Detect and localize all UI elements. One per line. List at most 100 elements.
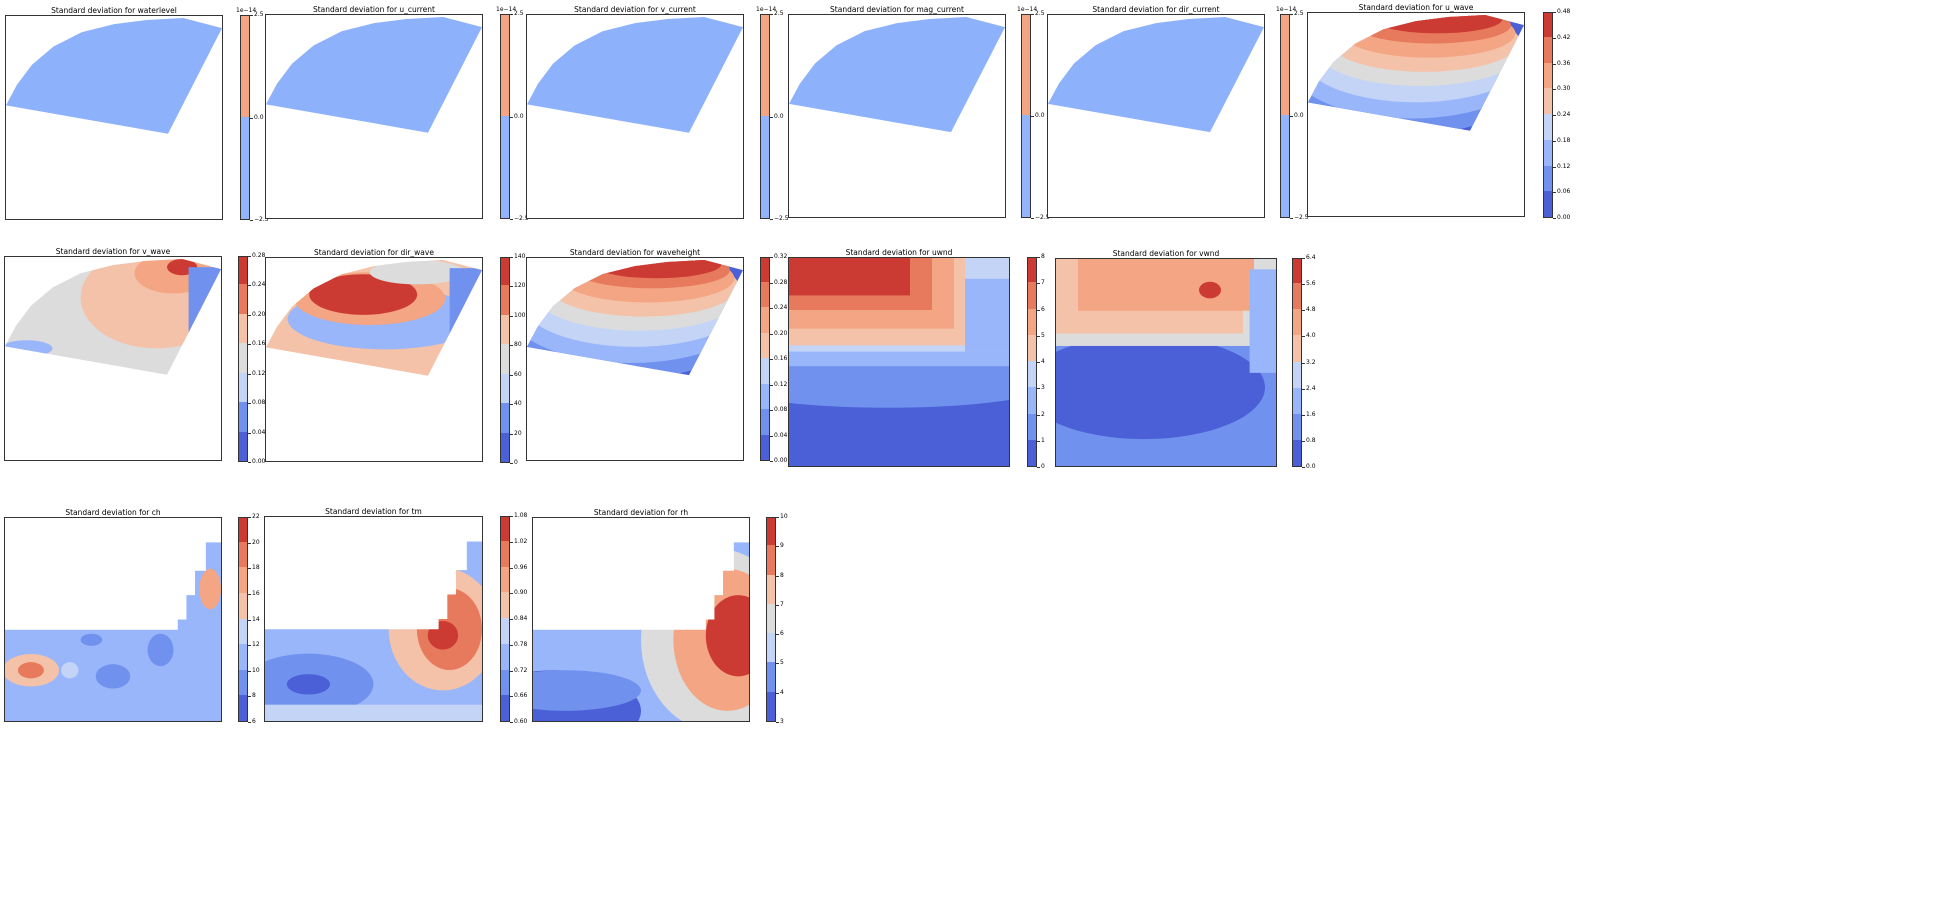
colorbar-tick-mark <box>248 670 251 672</box>
contour-field <box>266 16 482 133</box>
chart-title: Standard deviation for dir_wave <box>314 248 434 257</box>
colorbar-tick-mark <box>1302 258 1305 259</box>
contour-level-region <box>591 259 722 279</box>
colorbar-tick-mark <box>1037 440 1040 442</box>
colorbar-tick-label: 80 <box>514 341 522 349</box>
contour-plot <box>532 517 750 722</box>
colorbar-tick-label: −2.5 <box>254 216 269 223</box>
contour-level-region <box>286 674 331 695</box>
colorbar-tick-label: 0.24 <box>252 281 266 289</box>
contour-plot <box>265 14 483 219</box>
colorbar-tick-label: 0.78 <box>514 640 528 648</box>
colorbar-band <box>1544 165 1552 192</box>
colorbar <box>1543 12 1553 218</box>
colorbar-band <box>501 617 509 644</box>
colorbar-tick-label: 2.4 <box>1306 384 1316 392</box>
colorbar-tick-mark <box>770 333 773 335</box>
contour-field <box>789 258 1009 466</box>
colorbar-tick-label: 10 <box>252 666 260 674</box>
contour-level-region <box>188 267 221 375</box>
chart-title: Standard deviation for vwnd <box>1112 249 1220 258</box>
colorbar-tick-label: 4 <box>780 688 784 696</box>
colorbar-tick-label: 0.24 <box>1557 111 1571 118</box>
colorbar-tick-label: 4.8 <box>1306 306 1316 314</box>
contour-plot <box>264 516 483 722</box>
contour-level-region <box>266 16 482 133</box>
colorbar-tick-label: 0.0 <box>774 112 784 120</box>
colorbar-band <box>501 432 509 462</box>
contour-field <box>5 258 221 375</box>
colorbar-tick-label: −2.5 <box>774 215 789 222</box>
colorbar-tick-label: 7 <box>1041 279 1045 287</box>
colorbar <box>500 14 510 219</box>
colorbar-tick-label: 18 <box>252 564 260 572</box>
colorbar-tick-label: 12 <box>252 641 260 649</box>
colorbar-tick-mark <box>248 462 251 463</box>
colorbar-tick-mark <box>250 117 253 119</box>
colorbar-tick-label: 16 <box>252 589 260 597</box>
contour-plot <box>1047 14 1265 218</box>
colorbar-band <box>239 372 247 403</box>
land-mask <box>5 518 221 630</box>
chart-title: Standard deviation for tm <box>325 507 422 516</box>
colorbar-tick-label: 0.8 <box>1306 436 1316 444</box>
colorbar-band <box>501 258 509 286</box>
colorbar-band <box>239 541 247 568</box>
contour-level-region <box>705 595 749 677</box>
colorbar-band <box>761 357 769 384</box>
colorbar-tick-label: 10 <box>780 513 788 520</box>
colorbar-tick-mark <box>248 344 251 346</box>
colorbar-band <box>1028 360 1036 388</box>
colorbar-tick-label: 9 <box>780 542 784 550</box>
colorbar-tick-mark <box>510 286 513 288</box>
chart-title: Standard deviation for waveheight <box>569 248 701 257</box>
contour-level-region <box>369 260 465 285</box>
colorbar-tick-label: 0.08 <box>774 406 788 413</box>
colorbar-tick-label: 0.0 <box>514 112 524 120</box>
colorbar-tick-label: 0.00 <box>1557 214 1571 221</box>
contour-plot <box>4 256 222 461</box>
colorbar-tick-mark <box>248 619 251 621</box>
colorbar-tick-mark <box>248 432 251 434</box>
contour-plot <box>265 257 483 462</box>
colorbar-band <box>239 694 247 721</box>
contour-level-region <box>265 704 482 721</box>
colorbar-tick-mark <box>1302 310 1305 312</box>
colorbar-tick-label: 0.06 <box>1557 188 1571 196</box>
colorbar-tick-label: 0.30 <box>1557 85 1571 93</box>
colorbar <box>500 516 510 722</box>
colorbar-tick-label: 0.12 <box>1557 162 1571 170</box>
colorbar-band <box>501 694 509 721</box>
contour-plot <box>1055 258 1277 467</box>
colorbar-tick-mark <box>770 257 773 258</box>
contour-level-region <box>1048 16 1264 133</box>
colorbar-band <box>501 591 509 618</box>
colorbar-tick-label: 0.04 <box>252 428 266 436</box>
colorbar-tick-mark <box>510 567 513 569</box>
colorbar-tick-mark <box>1031 14 1034 15</box>
chart-title: Standard deviation for dir_current <box>1092 5 1220 14</box>
colorbar-tick-mark <box>1037 414 1040 416</box>
colorbar-band <box>767 518 775 546</box>
colorbar-tick-mark <box>1553 12 1556 13</box>
colorbar-tick-mark <box>1302 388 1305 390</box>
colorbar-band <box>1028 439 1036 466</box>
colorbar-tick-mark <box>1302 284 1305 286</box>
contour-level-region <box>1372 14 1503 34</box>
colorbar-band <box>239 431 247 461</box>
colorbar-tick-label: 1.08 <box>514 512 528 519</box>
colorbar-band <box>1293 413 1301 440</box>
contour-level-region <box>17 662 44 679</box>
land-mask <box>533 518 749 630</box>
colorbar-tick-label: 0.16 <box>252 340 266 348</box>
colorbar-tick-label: 0.00 <box>774 457 788 464</box>
colorbar-tick-label: 0.20 <box>774 329 788 337</box>
colorbar-tick-label: 5 <box>1041 331 1045 339</box>
colorbar-band <box>1293 439 1301 466</box>
chart-title: Standard deviation for mag_current <box>830 5 964 14</box>
colorbar-band <box>239 518 247 542</box>
colorbar-band <box>239 592 247 619</box>
colorbar-tick-mark <box>510 14 513 15</box>
colorbar-band <box>767 661 775 692</box>
colorbar-band <box>501 517 509 541</box>
